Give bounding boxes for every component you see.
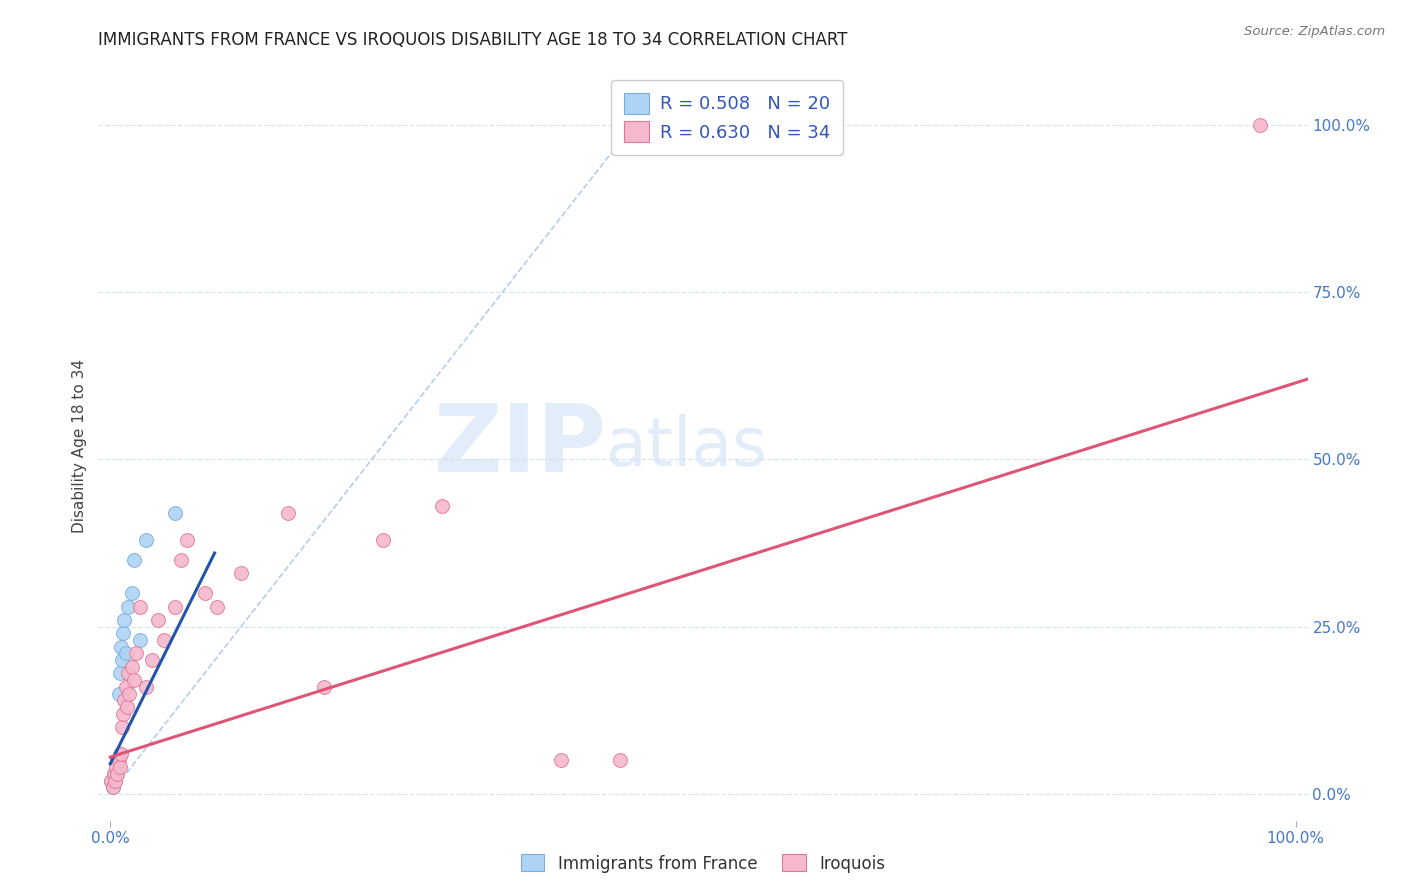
Text: Source: ZipAtlas.com: Source: ZipAtlas.com (1244, 25, 1385, 38)
Point (114, 646, 136, 660)
Point (176, 533, 198, 547)
Point (432, 500, 454, 514)
Point (1249, 118, 1271, 132)
Point (118, 687, 141, 701)
Point (122, 673, 145, 688)
Point (125, 646, 148, 660)
Point (194, 586, 217, 600)
Point (135, 533, 157, 547)
Point (165, 506, 187, 520)
Point (105, 767, 128, 781)
Point (101, 780, 124, 795)
Point (103, 767, 125, 781)
Point (112, 626, 135, 640)
Text: atlas: atlas (606, 415, 768, 481)
Point (108, 747, 131, 761)
Point (107, 753, 129, 767)
Point (146, 613, 169, 627)
Point (121, 586, 143, 600)
Legend: R = 0.508   N = 20, R = 0.630   N = 34: R = 0.508 N = 20, R = 0.630 N = 34 (612, 80, 844, 154)
Point (152, 633, 174, 648)
Y-axis label: Disability Age 18 to 34: Disability Age 18 to 34 (72, 359, 87, 533)
Point (609, 753, 631, 767)
Point (121, 660, 143, 674)
Legend: Immigrants from France, Iroquois: Immigrants from France, Iroquois (515, 847, 891, 880)
Point (108, 760, 131, 774)
Text: IMMIGRANTS FROM FRANCE VS IROQUOIS DISABILITY AGE 18 TO 34 CORRELATION CHART: IMMIGRANTS FROM FRANCE VS IROQUOIS DISAB… (98, 31, 848, 49)
Point (550, 753, 572, 767)
Point (112, 706, 135, 721)
Point (141, 653, 163, 667)
Point (101, 780, 124, 795)
Point (135, 680, 157, 694)
Point (229, 566, 252, 581)
Text: ZIP: ZIP (433, 400, 606, 492)
Point (205, 599, 228, 614)
Point (312, 680, 335, 694)
Point (103, 767, 125, 781)
Point (114, 613, 136, 627)
Point (117, 599, 139, 614)
Point (170, 553, 193, 567)
Point (111, 653, 134, 667)
Point (105, 760, 128, 774)
Point (114, 680, 136, 694)
Point (110, 640, 132, 654)
Point (105, 767, 128, 781)
Point (122, 553, 145, 567)
Point (100, 773, 122, 788)
Point (165, 599, 187, 614)
Point (100, 773, 122, 788)
Point (110, 747, 132, 761)
Point (104, 773, 127, 788)
Point (114, 693, 136, 707)
Point (129, 633, 152, 648)
Point (107, 687, 129, 701)
Point (117, 666, 139, 681)
Point (105, 753, 128, 767)
Point (115, 699, 138, 714)
Point (129, 599, 152, 614)
Point (104, 773, 127, 788)
Point (111, 720, 134, 734)
Point (108, 666, 131, 681)
Point (277, 506, 299, 520)
Point (371, 533, 394, 547)
